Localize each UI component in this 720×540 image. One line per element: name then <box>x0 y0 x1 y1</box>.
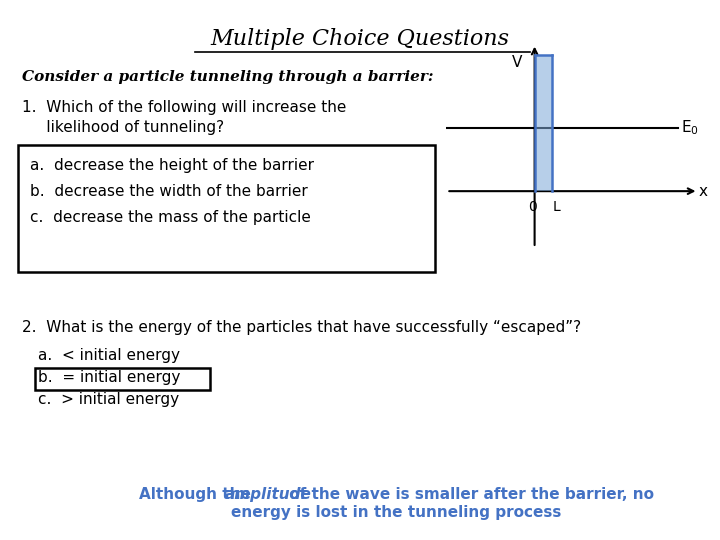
Text: 0: 0 <box>528 200 536 214</box>
Text: b.  = initial energy: b. = initial energy <box>38 370 181 385</box>
Text: amplitude: amplitude <box>225 487 312 502</box>
Text: c.  > initial energy: c. > initial energy <box>38 392 179 407</box>
Text: energy is lost in the tunneling process: energy is lost in the tunneling process <box>231 505 562 520</box>
Text: Multiple Choice Questions: Multiple Choice Questions <box>210 28 510 50</box>
Text: 2.  What is the energy of the particles that have successfully “escaped”?: 2. What is the energy of the particles t… <box>22 320 581 335</box>
Text: likelihood of tunneling?: likelihood of tunneling? <box>22 120 224 135</box>
Text: $\mathregular{E_0}$: $\mathregular{E_0}$ <box>681 118 698 137</box>
Text: Although the: Although the <box>139 487 256 502</box>
Text: a.  < initial energy: a. < initial energy <box>38 348 180 363</box>
Text: x: x <box>698 184 707 199</box>
Text: 1.  Which of the following will increase the: 1. Which of the following will increase … <box>22 100 346 115</box>
Text: L: L <box>552 200 560 214</box>
Text: c.  decrease the mass of the particle: c. decrease the mass of the particle <box>30 210 311 225</box>
Text: of the wave is smaller after the barrier, no: of the wave is smaller after the barrier… <box>284 487 654 502</box>
Text: Consider a particle tunneling through a barrier:: Consider a particle tunneling through a … <box>22 70 433 84</box>
Text: V: V <box>512 55 522 70</box>
Bar <box>534 55 552 191</box>
Text: a.  decrease the height of the barrier: a. decrease the height of the barrier <box>30 158 314 173</box>
Text: b.  decrease the width of the barrier: b. decrease the width of the barrier <box>30 184 307 199</box>
